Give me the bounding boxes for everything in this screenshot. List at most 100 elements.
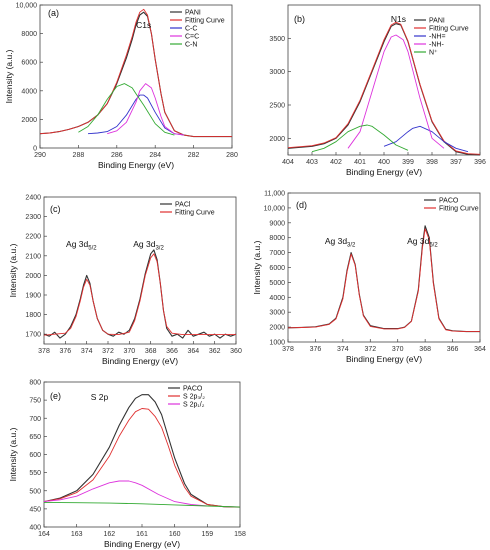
x-tick-label: 368 — [145, 348, 157, 355]
chart-panel-a: 290 288 286 284 282 280 0 2000 4000 6000 8000 10,00… — [4, 3, 238, 171]
peak-annotation-sub: 3/2 — [155, 246, 164, 252]
x-tick-label: 280 — [226, 152, 238, 159]
panel-label: (c) — [50, 204, 61, 214]
x-axis-label: Binding Energy (eV) — [346, 167, 422, 177]
legend-entry: N⁺ — [414, 50, 438, 57]
series-line-s-2p- — [43, 480, 208, 507]
legend-label: N⁺ — [429, 50, 438, 57]
series-line-pani — [287, 23, 481, 156]
y-tick-label: 3000 — [269, 69, 285, 76]
y-tick-label: 2000 — [21, 117, 37, 124]
peak-annotation-main: Ag 3d — [133, 239, 155, 249]
legend-entry: PACO — [168, 386, 203, 393]
legend-entry: PACl — [160, 202, 191, 209]
x-tick-label: 396 — [474, 159, 486, 166]
y-tick-label: 700 — [29, 416, 41, 423]
x-tick-label: 288 — [73, 152, 85, 159]
x-tick-label: 162 — [103, 531, 115, 538]
legend-entry: Fitting Curve — [160, 210, 215, 217]
legend-label: S 2p₁/₂ — [183, 402, 205, 409]
y-axis-label: Intensity (a.u.) — [8, 243, 18, 297]
panel-label: (d) — [296, 200, 307, 210]
x-tick-label: 364 — [187, 348, 199, 355]
y-tick-label: 450 — [29, 506, 41, 513]
x-tick-label: 401 — [354, 159, 366, 166]
y-tick-label: 1000 — [269, 340, 285, 347]
x-tick-label: 290 — [34, 152, 46, 159]
series-line-c-c — [107, 83, 185, 136]
chart-panel-b: 404 403 402 401 400 399 398 397 396 2000 2500 3000 3… — [269, 4, 486, 177]
series-line-fitting-curve — [287, 228, 480, 333]
x-tick-label: 159 — [201, 531, 213, 538]
plot-frame — [39, 4, 233, 149]
legend-entry: S 2p₁/₂ — [168, 402, 205, 409]
series-line-baseline — [43, 501, 241, 508]
x-tick-label: 282 — [188, 152, 200, 159]
legend-label: PANI — [185, 10, 201, 17]
series-line-pani — [39, 11, 232, 138]
y-tick-label: 3000 — [269, 310, 285, 317]
y-tick-label: 1700 — [25, 332, 41, 339]
chart-panel-c: 378 376 374 372 370 368 366 364 362 360 1700 1800 19… — [8, 195, 242, 367]
peak-annotation: Ag 3d5/2 — [407, 236, 438, 249]
x-tick-label: 374 — [81, 348, 93, 355]
legend-label: Fitting Curve — [429, 26, 469, 33]
y-tick-label: 750 — [29, 398, 41, 405]
panel-label: (a) — [48, 8, 59, 18]
x-axis-label: Binding Energy (eV) — [98, 160, 174, 170]
x-tick-label: 366 — [447, 346, 459, 353]
legend-label: PANI — [429, 18, 445, 25]
y-tick-label: 8000 — [21, 31, 37, 38]
series-line-n- — [311, 124, 409, 153]
series-line-c-n — [78, 83, 175, 136]
x-tick-label: 364 — [474, 346, 486, 353]
y-tick-label: 9000 — [269, 220, 285, 227]
series-line-c-c — [87, 94, 185, 136]
series-line--nh- — [347, 34, 445, 149]
x-tick-label: 374 — [337, 346, 349, 353]
y-tick-label: 11,000 — [264, 191, 285, 198]
peak-annotation: C1s — [136, 20, 151, 30]
y-tick-label: 4000 — [21, 88, 37, 95]
y-tick-label: 1800 — [25, 312, 41, 319]
legend-entry: Fitting Curve — [170, 18, 225, 25]
legend-label: C=C — [185, 34, 199, 41]
y-axis-label: Intensity (a.u.) — [252, 240, 262, 294]
y-tick-label: 2000 — [25, 273, 41, 280]
y-axis-label: Intensity (a.u.) — [8, 427, 18, 481]
x-tick-label: 372 — [364, 346, 376, 353]
series-line-paco — [43, 394, 241, 508]
y-tick-label: 650 — [29, 434, 41, 441]
x-tick-label: 403 — [306, 159, 318, 166]
x-axis-label: Binding Energy (eV) — [104, 539, 180, 549]
x-tick-label: 161 — [136, 531, 148, 538]
plot-frame — [287, 192, 481, 343]
series-line-pacl — [43, 249, 237, 339]
x-tick-label: 378 — [38, 348, 50, 355]
y-tick-label: 2000 — [269, 325, 285, 332]
legend-entry: C-N — [170, 42, 197, 49]
legend-entry: Fitting Curve — [424, 206, 479, 213]
y-tick-label: 2100 — [25, 253, 41, 260]
legend-entry: PANI — [170, 10, 201, 17]
legend-label: Fitting Curve — [175, 210, 215, 217]
y-tick-label: 0 — [33, 146, 37, 153]
panel-label: (b) — [294, 14, 305, 24]
x-tick-label: 160 — [169, 531, 181, 538]
y-tick-label: 500 — [29, 488, 41, 495]
series-line-fitting-curve — [39, 8, 232, 138]
series-line-paco — [287, 225, 480, 333]
x-tick-label: 400 — [378, 159, 390, 166]
legend-label: PACO — [183, 386, 203, 393]
legend-label: C-C — [185, 26, 197, 33]
peak-annotation: S 2p — [91, 392, 109, 402]
peak-annotation-main: Ag 3d — [407, 236, 429, 246]
x-axis-label: Binding Energy (eV) — [102, 356, 178, 366]
y-tick-label: 800 — [29, 380, 41, 387]
series-line-s-2p- — [43, 408, 241, 508]
x-axis-label: Binding Energy (eV) — [346, 354, 422, 364]
x-tick-label: 398 — [426, 159, 438, 166]
legend-label: PACl — [175, 202, 191, 209]
y-tick-label: 8000 — [269, 235, 285, 242]
